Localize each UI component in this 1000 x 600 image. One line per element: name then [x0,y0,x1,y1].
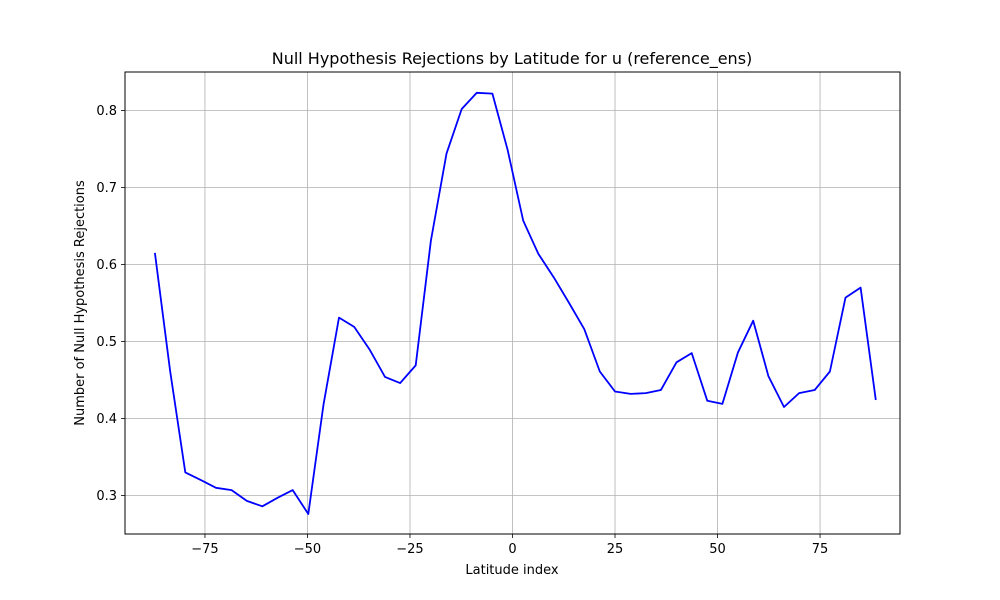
x-tick-label: −25 [396,542,423,557]
x-axis-label: Latitude index [465,563,559,578]
y-axis-ticks: 0.3 0.4 0.5 0.6 0.7 0.8 [96,104,125,504]
x-tick-label: 50 [709,542,726,557]
x-tick-label: −75 [191,542,218,557]
x-tick-label: 25 [607,542,624,557]
series-line [154,91,877,515]
grid [125,72,900,534]
x-axis-ticks: −75 −50 −25 0 25 50 75 [191,534,828,557]
series-line-group [154,91,877,515]
y-tick-label: 0.8 [96,104,117,119]
chart-title: Null Hypothesis Rejections by Latitude f… [272,49,753,69]
y-tick-label: 0.3 [96,489,117,504]
x-tick-label: 75 [812,542,829,557]
y-tick-label: 0.7 [96,181,117,196]
y-tick-label: 0.5 [96,335,117,350]
x-tick-label: −50 [294,542,321,557]
y-tick-label: 0.4 [96,412,117,427]
x-tick-label: 0 [508,542,516,557]
y-axis-label: Number of Null Hypothesis Rejections [73,180,88,426]
y-tick-label: 0.6 [96,258,117,273]
